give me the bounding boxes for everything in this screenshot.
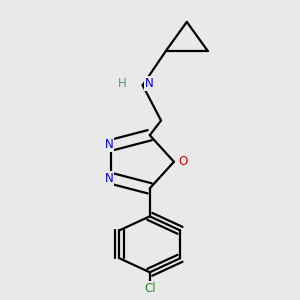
Text: Cl: Cl	[144, 282, 156, 295]
Text: H: H	[118, 77, 127, 90]
Text: N: N	[145, 77, 154, 90]
Text: O: O	[178, 155, 188, 168]
Text: N: N	[104, 172, 113, 185]
Text: N: N	[104, 138, 113, 151]
